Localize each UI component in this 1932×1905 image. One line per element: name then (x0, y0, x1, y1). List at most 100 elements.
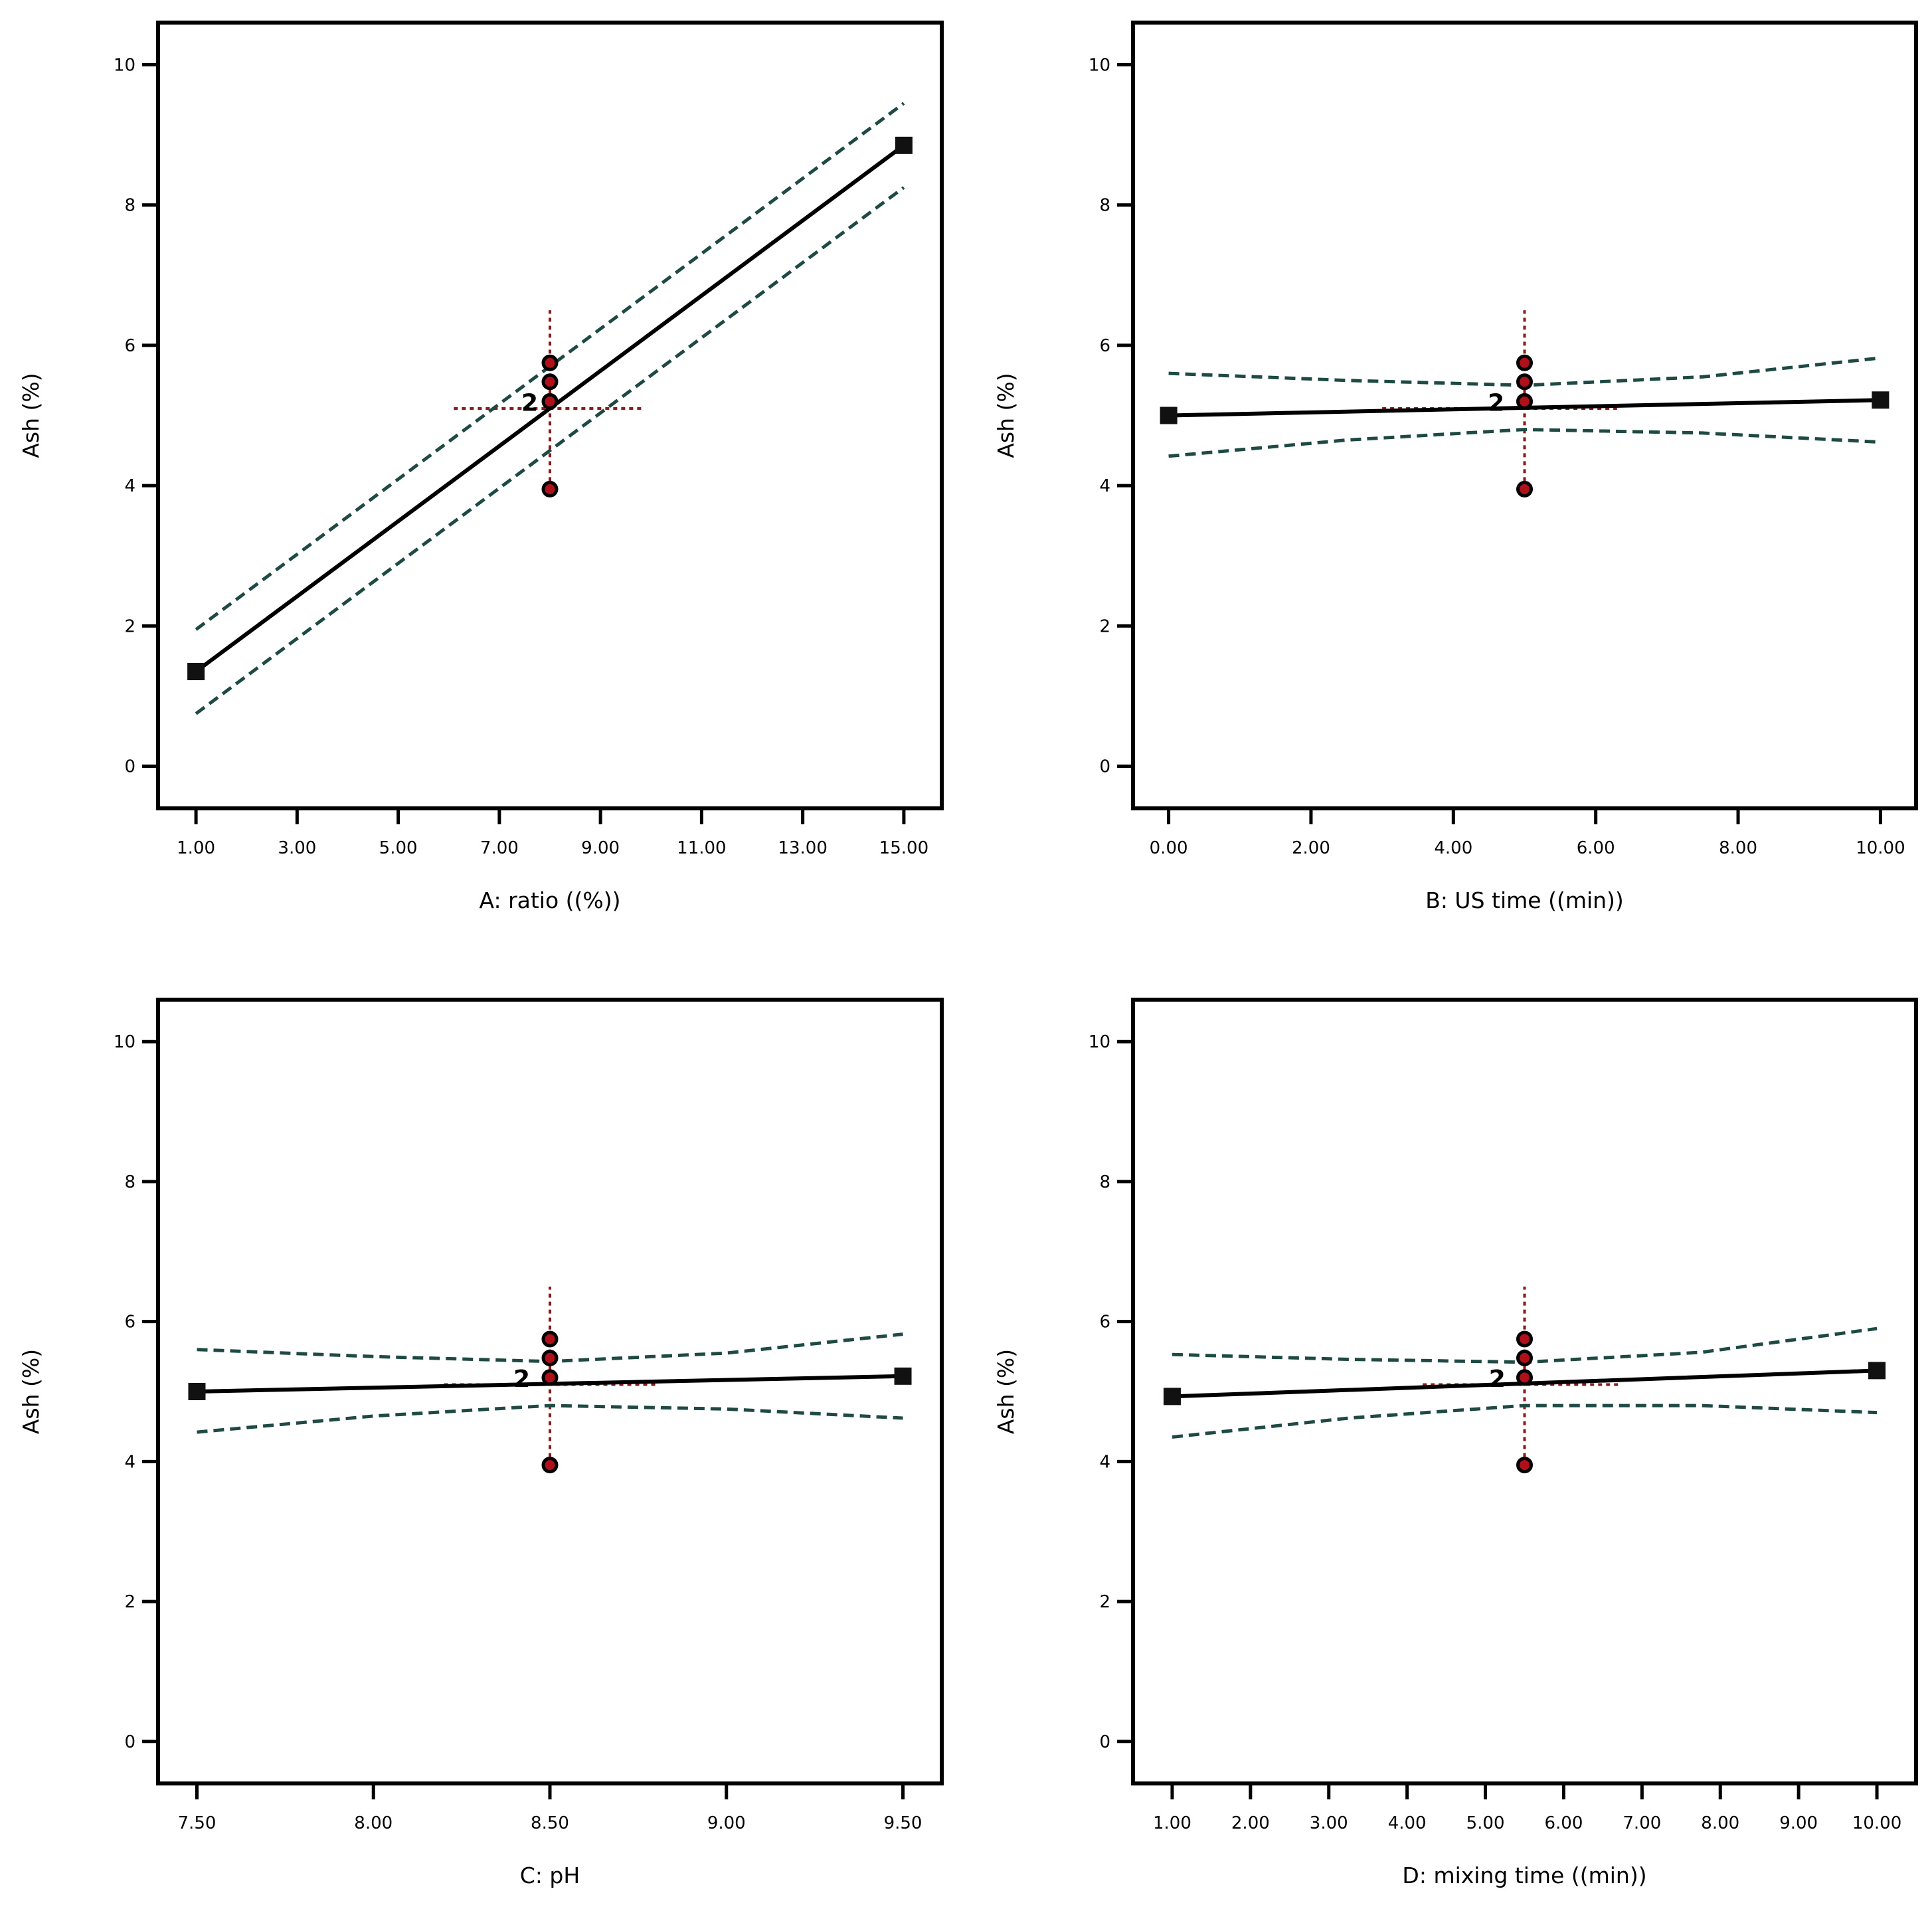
y-axis-title: Ash (%) (993, 373, 1019, 458)
ci-lower-line (195, 186, 905, 715)
replicate-count-label: 2 (513, 1366, 530, 1393)
y-tick-label: 8 (1099, 196, 1110, 216)
design-point (1516, 354, 1533, 371)
panel-4: 0 2 4 6 8 10 1.00 2.00 3.00 4.00 5.00 6.00 7.00 8.00 9… (993, 998, 1918, 1888)
fit-end-marker (895, 136, 913, 154)
y-tick-label: 0 (1099, 757, 1110, 777)
x-tick-label: 8.00 (1719, 838, 1757, 858)
y-tick-label: 4 (1099, 1452, 1110, 1472)
y-tick-label: 2 (1099, 1592, 1110, 1612)
design-point (1516, 393, 1533, 410)
design-point (1516, 1349, 1533, 1366)
fit-end-marker (894, 1367, 912, 1385)
y-axis-title: Ash (%) (18, 373, 44, 458)
design-point (1516, 1457, 1533, 1474)
y-tick-label: 8 (124, 196, 135, 216)
y-tick-label: 4 (124, 1452, 135, 1472)
x-tick-label: 9.00 (707, 1813, 746, 1833)
design-point (541, 1330, 559, 1348)
x-tick-label: 5.00 (1466, 1813, 1505, 1833)
x-tick-label: 15.00 (879, 838, 928, 858)
x-axis-title: C: pH (520, 1862, 580, 1888)
y-tick-label: 6 (124, 336, 135, 356)
y-tick-label: 0 (1099, 1732, 1110, 1752)
design-point (1516, 1369, 1533, 1386)
panel-1: 0 2 4 6 8 10 1.00 3.00 5.00 7.00 9.00 11.00 13.00 15.… (18, 21, 944, 913)
x-tick-label: 8.50 (531, 1813, 569, 1833)
x-tick-label: 2.00 (1292, 838, 1330, 858)
design-point (541, 393, 559, 410)
x-tick-label: 4.00 (1434, 838, 1472, 858)
replicate-count-label: 2 (1489, 1366, 1506, 1393)
design-point (1516, 373, 1533, 391)
y-tick-label: 10 (1089, 1032, 1110, 1052)
y-axis-title: Ash (%) (18, 1349, 44, 1434)
x-tick-label: 6.00 (1577, 838, 1615, 858)
fit-end-marker (187, 663, 205, 681)
y-tick-label: 8 (124, 1172, 135, 1192)
y-tick-label: 0 (124, 757, 135, 777)
x-tick-label: 6.00 (1545, 1813, 1583, 1833)
design-point (1516, 1330, 1533, 1348)
y-tick-label: 6 (1099, 1313, 1110, 1332)
y-tick-label: 10 (1089, 55, 1110, 75)
y-tick-label: 6 (1099, 336, 1110, 356)
panel-2: 0 2 4 6 8 10 0.00 2.00 4.00 6.00 8.00 10.00 B: US ti… (993, 21, 1918, 913)
x-tick-label: 8.00 (354, 1813, 393, 1833)
plot-frame (1131, 21, 1918, 810)
design-point (541, 354, 559, 371)
fit-end-marker (188, 1383, 206, 1400)
x-tick-label: 7.00 (1623, 1813, 1661, 1833)
ci-lower-line (1172, 1404, 1878, 1439)
panel-3: 0 2 4 6 8 10 7.50 8.00 8.50 9.00 9.50 C: pH Ash (%) 2 (18, 998, 944, 1888)
replicate-count-label: 2 (1488, 389, 1504, 416)
x-tick-label: 7.50 (178, 1813, 217, 1833)
plot-frame (1131, 998, 1918, 1785)
x-tick-label: 1.00 (177, 838, 215, 858)
x-tick-label: 13.00 (778, 838, 827, 858)
y-tick-label: 2 (1099, 616, 1110, 636)
y-tick-label: 10 (114, 1032, 135, 1052)
fit-end-marker (1163, 1388, 1181, 1406)
x-tick-label: 2.00 (1231, 1813, 1270, 1833)
design-point (541, 1349, 559, 1366)
x-axis-title: B: US time ((min)) (1425, 887, 1624, 913)
x-tick-label: 10.00 (1856, 838, 1905, 858)
x-tick-label: 0.00 (1150, 838, 1188, 858)
x-tick-label: 3.00 (278, 838, 316, 858)
ci-lower-line (197, 1404, 903, 1434)
fit-end-marker (1868, 1362, 1886, 1380)
y-axis-title: Ash (%) (993, 1349, 1019, 1434)
y-tick-label: 4 (1099, 476, 1110, 496)
x-tick-label: 1.00 (1153, 1813, 1191, 1833)
x-tick-label: 9.50 (884, 1813, 922, 1833)
design-point (541, 1369, 559, 1386)
replicate-count-label: 2 (521, 389, 538, 416)
x-tick-label: 11.00 (677, 838, 726, 858)
ci-lower-line (1168, 428, 1881, 458)
y-tick-label: 4 (124, 476, 135, 496)
x-tick-label: 7.00 (480, 838, 519, 858)
fit-end-marker (1160, 407, 1178, 424)
design-point (541, 480, 559, 498)
x-tick-label: 3.00 (1310, 1813, 1348, 1833)
x-axis-title: A: ratio ((%)) (479, 887, 620, 913)
design-point (541, 373, 559, 391)
x-tick-label: 8.00 (1701, 1813, 1739, 1833)
x-tick-label: 9.00 (581, 838, 620, 858)
x-tick-label: 4.00 (1388, 1813, 1427, 1833)
x-axis-title: D: mixing time ((min)) (1402, 1862, 1646, 1888)
design-point (1516, 480, 1533, 498)
x-tick-label: 9.00 (1779, 1813, 1818, 1833)
y-tick-label: 6 (124, 1313, 135, 1332)
y-tick-label: 2 (124, 616, 135, 636)
plot-frame (156, 21, 944, 810)
y-tick-label: 2 (124, 1592, 135, 1612)
design-point (541, 1457, 559, 1474)
fit-end-marker (1872, 391, 1889, 409)
x-tick-label: 5.00 (379, 838, 418, 858)
y-tick-label: 10 (114, 55, 135, 75)
x-tick-label: 10.00 (1852, 1813, 1901, 1833)
y-tick-label: 8 (1099, 1172, 1110, 1192)
